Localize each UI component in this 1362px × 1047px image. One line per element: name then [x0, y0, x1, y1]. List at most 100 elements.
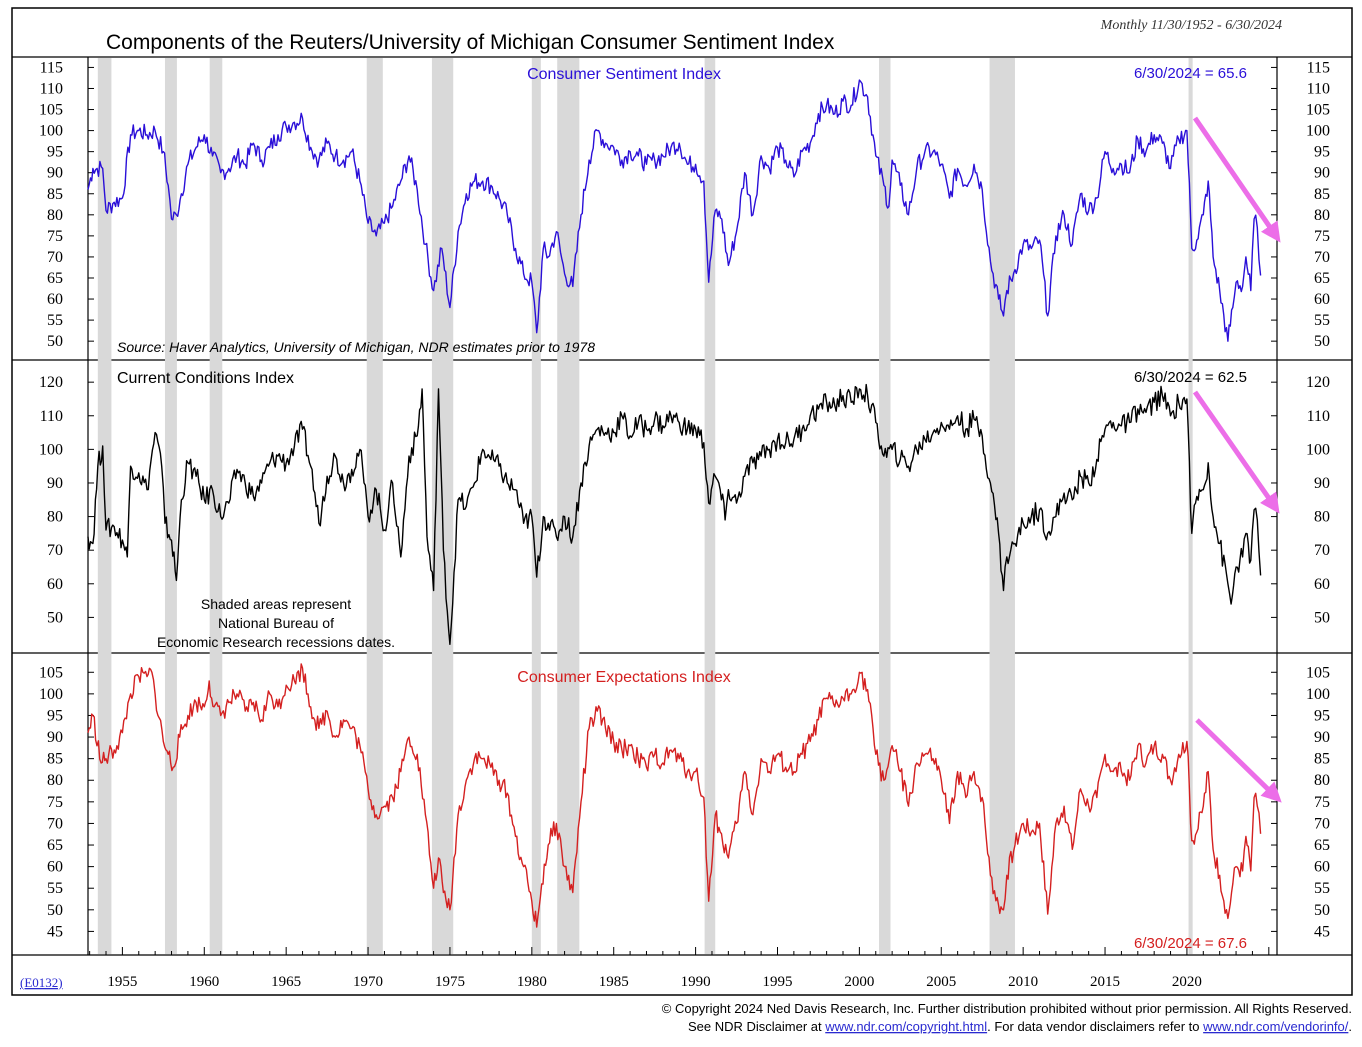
y-tick-label-right: 90	[1314, 165, 1330, 182]
trend-arrow-2	[1192, 390, 1280, 514]
date-range: Monthly 11/30/1952 - 6/30/2024	[1100, 18, 1282, 33]
y-tick-label-right: 95	[1314, 144, 1330, 161]
y-tick-label-left: 100	[39, 123, 63, 140]
y-tick-label-left: 75	[47, 794, 63, 811]
chart-code-link[interactable]: (E0132)	[20, 975, 63, 990]
y-tick-label-left: 90	[47, 165, 63, 182]
y-tick-label-left: 60	[47, 291, 63, 308]
y-tick-label-right: 85	[1314, 751, 1330, 768]
y-tick-label-left: 80	[47, 772, 63, 789]
x-tick-label: 2015	[1090, 974, 1120, 990]
y-tick-label-left: 115	[40, 59, 63, 76]
y-tick-label-left: 60	[47, 576, 63, 593]
y-tick-label-right: 110	[1307, 80, 1330, 97]
panel3-last-value: 6/30/2024 = 67.6	[1134, 935, 1247, 952]
y-tick-label-right: 65	[1314, 270, 1330, 287]
disclaimer-mid: . For data vendor disclaimers refer to	[987, 1019, 1203, 1034]
y-tick-label-right: 85	[1314, 186, 1330, 203]
x-tick-label: 1980	[517, 974, 547, 990]
y-tick-label-left: 45	[47, 923, 63, 940]
trend-arrow-3	[1195, 718, 1282, 803]
x-tick-label: 1985	[599, 974, 629, 990]
recession-note-line-1: Shaded areas represent	[201, 596, 351, 612]
y-tick-label-left: 70	[47, 815, 63, 832]
y-tick-label-right: 60	[1314, 576, 1330, 593]
panel3-title: Consumer Expectations Index	[517, 669, 730, 686]
y-tick-label-left: 85	[47, 186, 63, 203]
recession-bar-9	[989, 58, 1015, 954]
y-tick-label-left: 80	[47, 207, 63, 224]
recession-bar-5	[531, 58, 541, 954]
y-tick-label-right: 100	[1306, 123, 1330, 140]
y-tick-label-right: 80	[1314, 207, 1330, 224]
y-tick-label-left: 75	[47, 228, 63, 245]
y-tick-label-right: 80	[1314, 772, 1330, 789]
x-tick-label: 1975	[435, 974, 465, 990]
y-tick-label-left: 70	[47, 542, 63, 559]
y-tick-label-left: 80	[47, 509, 63, 526]
copyright-text: © Copyright 2024 Ned Davis Research, Inc…	[662, 1001, 1352, 1016]
recession-bar-3	[366, 58, 383, 954]
y-tick-label-right: 50	[1314, 902, 1330, 919]
series-line-0	[87, 79, 1262, 342]
y-tick-label-left: 60	[47, 859, 63, 876]
y-tick-label-right: 75	[1314, 228, 1330, 245]
recession-bar-8	[879, 58, 891, 954]
y-tick-label-right: 105	[1306, 102, 1330, 119]
panel2-title: Current Conditions Index	[117, 370, 294, 387]
y-tick-label-right: 120	[1306, 374, 1330, 391]
x-tick-label: 1995	[762, 974, 792, 990]
y-tick-label-right: 70	[1314, 249, 1330, 266]
y-tick-label-left: 90	[47, 729, 63, 746]
y-tick-label-right: 45	[1314, 923, 1330, 940]
y-tick-label-left: 50	[47, 902, 63, 919]
recession-note-line-2: National Bureau of	[218, 615, 334, 631]
y-tick-label-left: 70	[47, 249, 63, 266]
y-tick-label-left: 50	[47, 333, 63, 350]
x-tick-label: 1970	[353, 974, 383, 990]
y-tick-label-left: 50	[47, 609, 63, 626]
x-tick-label: 1990	[681, 974, 711, 990]
y-tick-label-right: 110	[1307, 408, 1330, 425]
source-note: Source: Haver Analytics, University of M…	[117, 339, 595, 355]
y-tick-label-right: 115	[1307, 59, 1330, 76]
recession-note-line-3: Economic Research recessions dates.	[157, 634, 395, 650]
y-tick-label-left: 55	[47, 880, 63, 897]
panel1-last-value: 6/30/2024 = 65.6	[1134, 65, 1247, 82]
disclaimer-suffix: .	[1348, 1019, 1352, 1034]
recession-bar-7	[704, 58, 716, 954]
y-tick-label-left: 65	[47, 837, 63, 854]
y-tick-label-right: 55	[1314, 312, 1330, 329]
trend-arrow-1	[1192, 116, 1281, 243]
y-tick-label-right: 95	[1314, 707, 1330, 724]
panel1-title: Consumer Sentiment Index	[527, 66, 721, 83]
x-tick-label: 1955	[107, 974, 137, 990]
y-tick-label-left: 105	[39, 102, 63, 119]
vendorinfo-link[interactable]: www.ndr.com/vendorinfo/	[1202, 1019, 1349, 1034]
y-tick-label-left: 110	[40, 80, 63, 97]
y-tick-label-right: 50	[1314, 609, 1330, 626]
y-tick-label-right: 100	[1306, 686, 1330, 703]
y-tick-label-left: 105	[39, 664, 63, 681]
series-line-2	[87, 663, 1262, 928]
copyright-link[interactable]: www.ndr.com/copyright.html	[824, 1019, 987, 1034]
y-tick-label-left: 110	[40, 408, 63, 425]
y-tick-label-right: 70	[1314, 542, 1330, 559]
y-tick-label-right: 60	[1314, 291, 1330, 308]
x-tick-label: 2000	[844, 974, 874, 990]
y-tick-label-right: 90	[1314, 475, 1330, 492]
disclaimer-prefix: See NDR Disclaimer at	[688, 1019, 825, 1034]
y-tick-label-right: 105	[1306, 664, 1330, 681]
y-tick-label-left: 120	[39, 374, 63, 391]
y-tick-label-right: 75	[1314, 794, 1330, 811]
panel2-last-value: 6/30/2024 = 62.5	[1134, 369, 1247, 386]
x-tick-label: 1960	[189, 974, 219, 990]
recession-bar-2	[209, 58, 223, 954]
disclaimer-text: See NDR Disclaimer at www.ndr.com/copyri…	[688, 1019, 1352, 1034]
series-lines	[87, 79, 1262, 928]
tick-labels: 1955 1960 1965 1970 1975 1980 1985 1990 1995 2000…	[39, 59, 1330, 990]
y-tick-label-right: 55	[1314, 880, 1330, 897]
y-tick-label-left: 85	[47, 751, 63, 768]
recession-shading	[97, 58, 1193, 954]
y-tick-label-right: 80	[1314, 509, 1330, 526]
